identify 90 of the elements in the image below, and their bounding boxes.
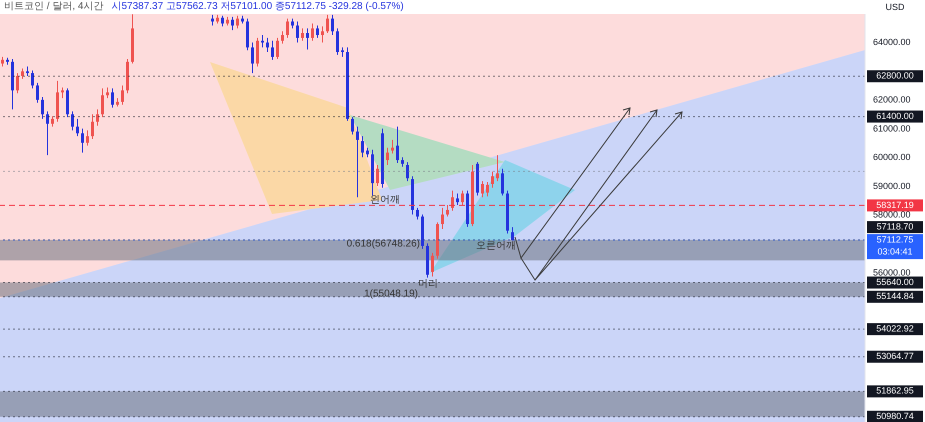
candlestick — [336, 28, 339, 56]
candlestick — [396, 126, 399, 164]
candlestick — [376, 164, 379, 187]
ref-line-label: 53064.77 — [876, 351, 914, 362]
candlestick — [211, 14, 214, 26]
candlestick — [111, 88, 114, 108]
candlestick — [51, 116, 54, 128]
y-tick-label: 61000.00 — [873, 123, 911, 134]
annotation: 0.618(56748.26) — [346, 238, 420, 250]
text: 03:04:41 — [877, 246, 913, 256]
y-tick-label: 58000.00 — [873, 210, 911, 220]
candlestick — [221, 15, 224, 27]
candlestick — [461, 190, 464, 206]
candlestick — [66, 88, 69, 118]
ref-line-label: 61400.00 — [876, 110, 914, 121]
candlestick — [101, 88, 104, 118]
y-tick-label: 62000.00 — [873, 94, 911, 104]
candlestick — [71, 110, 74, 131]
candlestick — [431, 252, 434, 277]
candlestick — [316, 25, 319, 38]
candlestick — [236, 15, 239, 29]
candlestick — [501, 168, 504, 196]
candlestick — [366, 147, 369, 158]
ref-line-label: 55640.00 — [876, 276, 914, 287]
candlestick — [291, 18, 294, 29]
candlestick — [441, 207, 444, 230]
annotation: 1(55048.19) — [364, 288, 418, 300]
ref-line-label: 62800.00 — [876, 70, 914, 81]
candlestick — [276, 37, 279, 60]
ref-line-label: 57112.75 — [876, 234, 914, 244]
chart-title: 비트코인 / 달러, 4시간 — [4, 1, 104, 12]
candlestick — [351, 116, 354, 135]
candlestick — [361, 136, 364, 158]
candlestick — [486, 181, 489, 197]
candlestick — [406, 162, 409, 182]
candlestick — [386, 147, 389, 166]
candlestick — [46, 110, 49, 156]
candlestick — [496, 154, 499, 182]
candlestick — [331, 14, 334, 36]
candlestick — [16, 72, 19, 94]
y-tick-label: 56000.00 — [873, 267, 911, 278]
candlestick — [511, 226, 514, 241]
candlestick — [456, 193, 459, 206]
candlestick — [401, 156, 404, 168]
candlestick — [296, 20, 299, 44]
candlestick — [481, 180, 484, 198]
candlestick — [286, 18, 289, 38]
ref-line-label: 51862.95 — [876, 386, 914, 396]
candlestick — [96, 108, 99, 126]
ref-line-label: 58317.19 — [876, 200, 914, 210]
annotation: 머리 — [418, 278, 438, 290]
candlestick — [106, 86, 109, 99]
y-axis-title: USD — [885, 2, 905, 12]
candlestick — [21, 68, 24, 80]
candlestick — [416, 207, 419, 220]
annotation: 왼어깨 — [370, 194, 400, 206]
candlestick — [356, 126, 359, 198]
chart-subtitle: 시57387.37 고57562.73 저57101.00 종57112.75 -329.28 (-0.57%) — [111, 1, 404, 12]
candlestick — [36, 82, 39, 104]
candlestick — [61, 86, 64, 99]
candlestick — [306, 28, 309, 50]
candlestick — [81, 128, 84, 154]
candlestick — [271, 40, 274, 60]
ref-line-label: 54022.92 — [876, 324, 914, 334]
candlestick — [76, 118, 79, 137]
candlestick — [231, 16, 234, 31]
ref-line-label: 50980.74 — [876, 411, 914, 422]
y-tick-label: 59000.00 — [873, 180, 911, 191]
ref-line-label: 57118.70 — [876, 221, 914, 232]
candlestick — [446, 204, 449, 218]
candlestick — [326, 14, 329, 34]
candlestick — [121, 84, 124, 106]
y-tick-label: 60000.00 — [873, 152, 911, 162]
candlestick — [91, 114, 94, 140]
candlestick — [321, 26, 324, 44]
candlestick — [86, 130, 89, 146]
candlestick — [266, 37, 269, 53]
candlestick — [491, 171, 494, 188]
candlestick — [1, 56, 4, 67]
candlestick — [391, 139, 394, 154]
candlestick — [251, 42, 254, 74]
candlestick — [256, 37, 259, 67]
candlestick — [281, 30, 284, 44]
candlestick — [41, 96, 44, 120]
candlestick — [301, 28, 304, 42]
annotation: 오른어깨 — [476, 240, 516, 252]
y-tick-label: 64000.00 — [873, 36, 911, 47]
candlestick — [311, 23, 314, 42]
candlestick — [31, 70, 34, 89]
ref-line-label: 55144.84 — [876, 291, 914, 302]
